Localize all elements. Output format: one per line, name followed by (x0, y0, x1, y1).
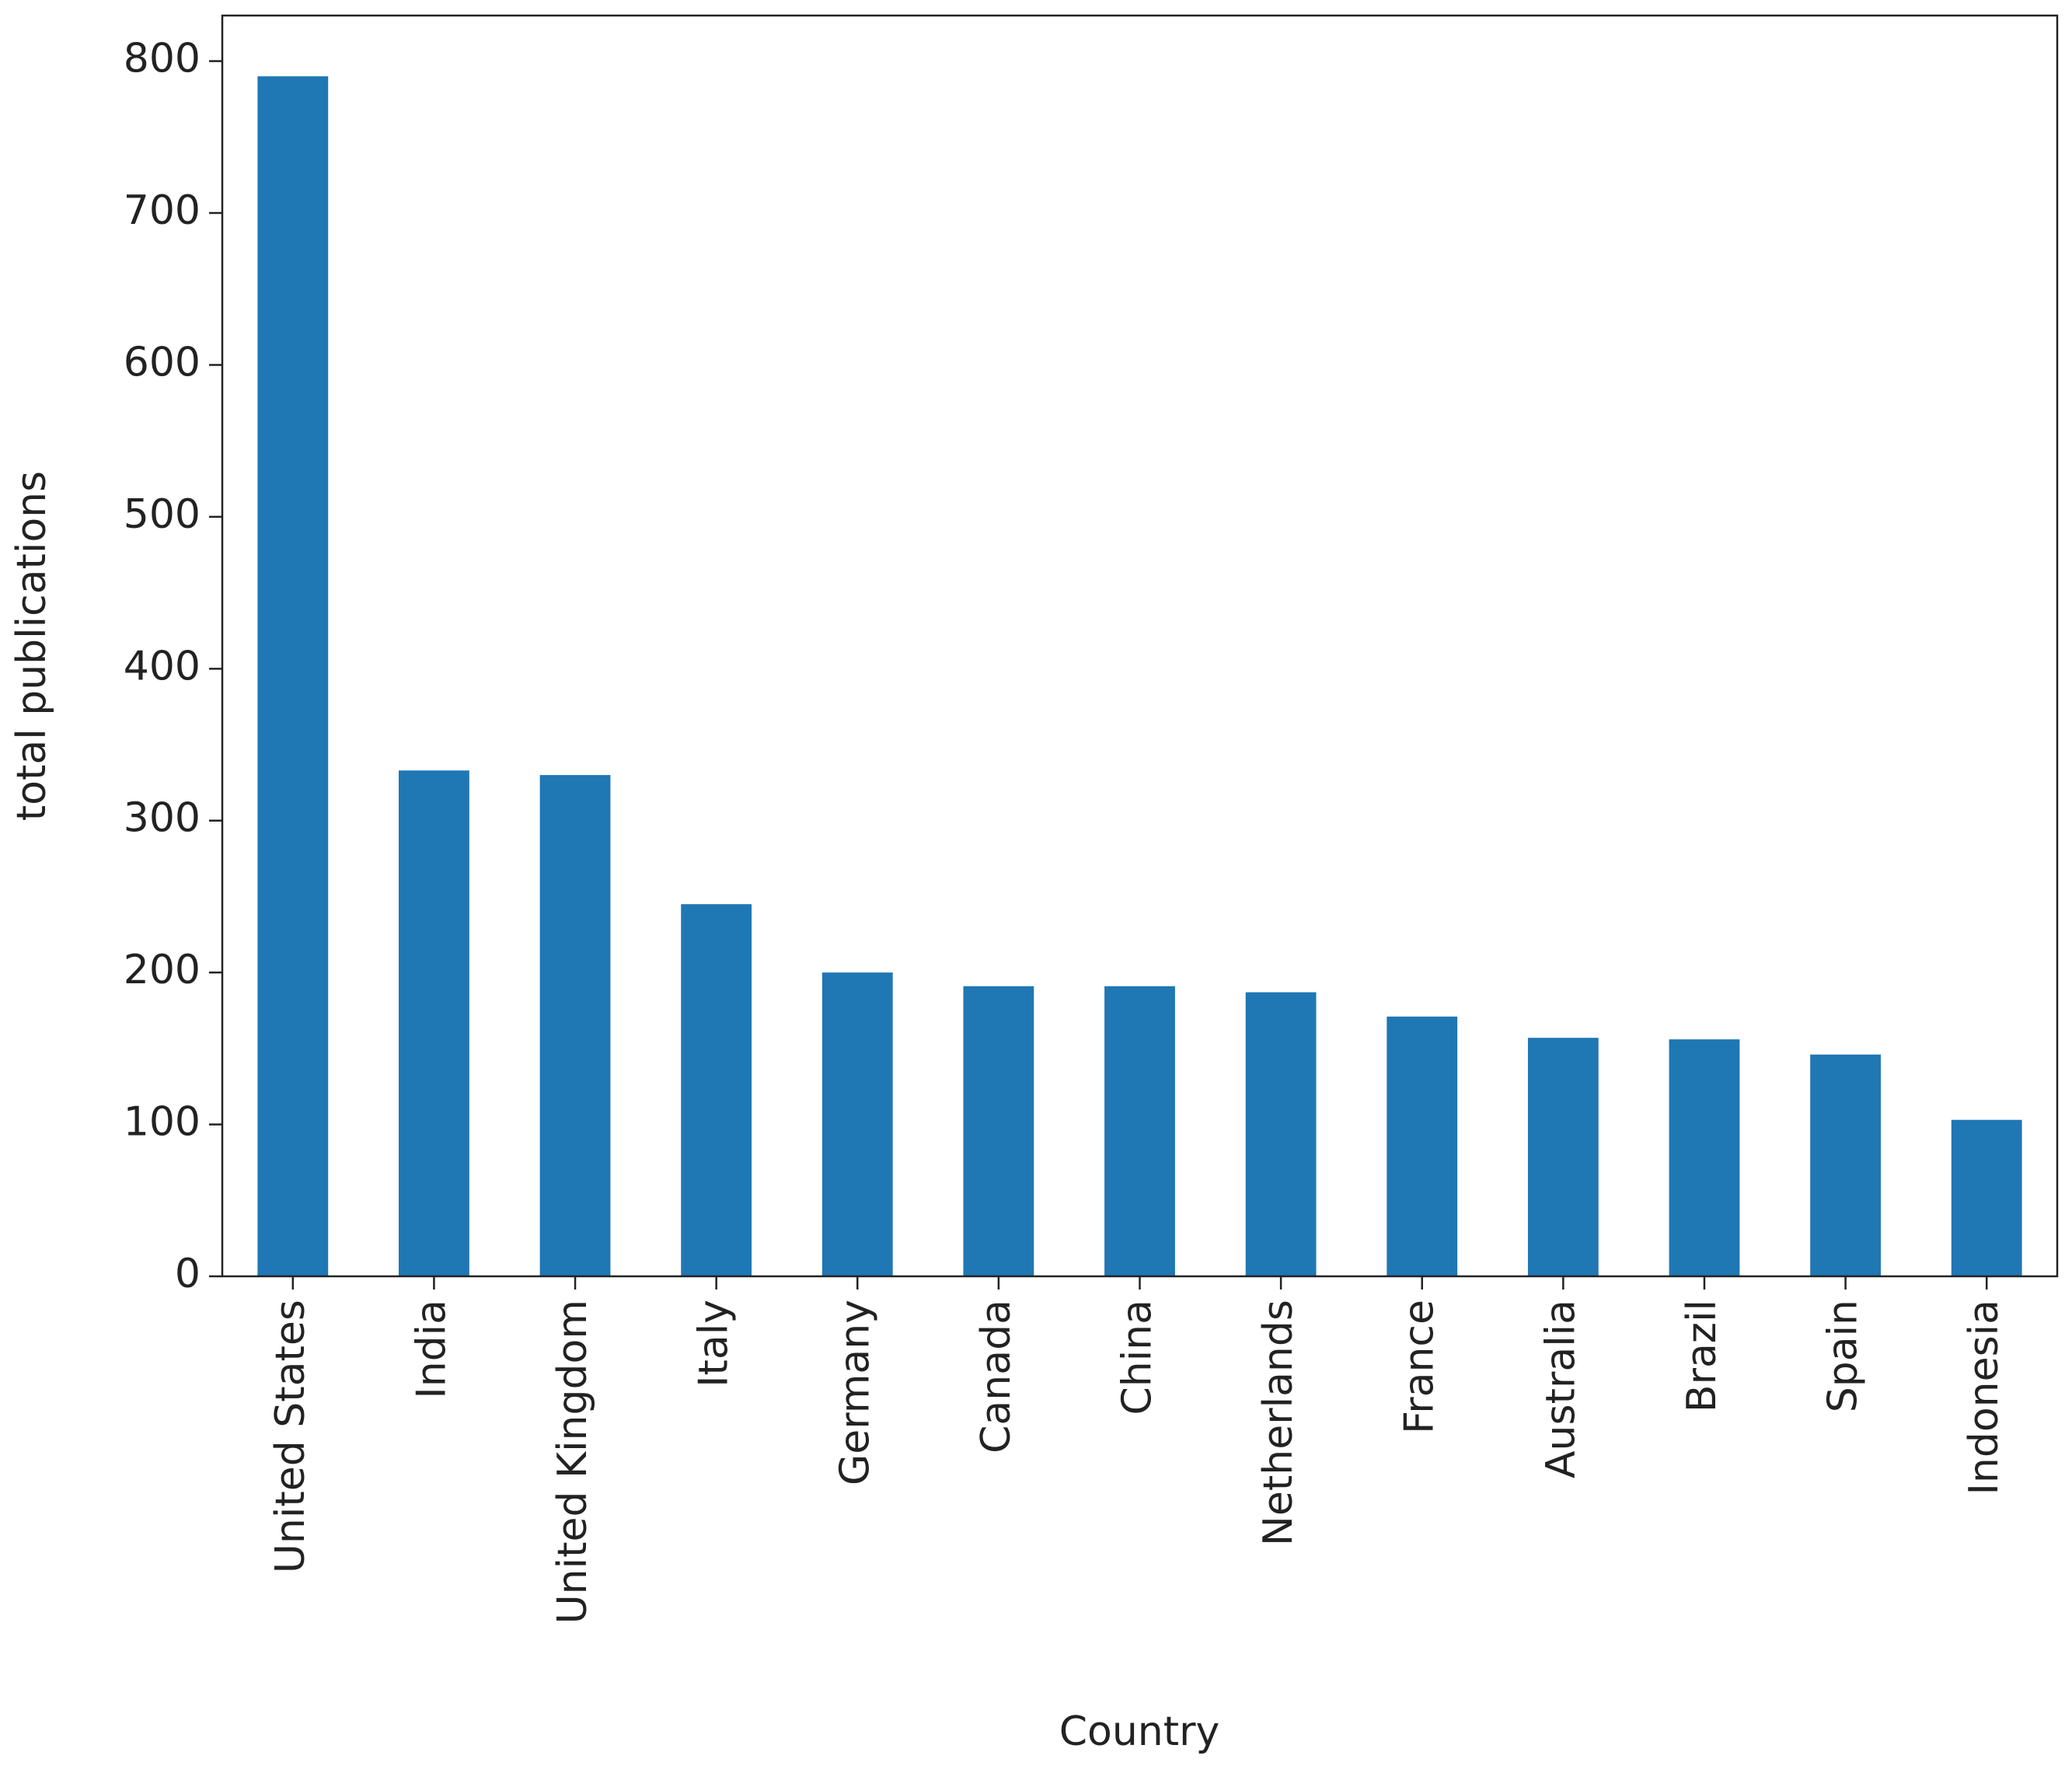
y-tick-label: 100 (124, 1099, 201, 1146)
x-tick-label: Netherlands (1255, 1300, 1302, 1546)
x-tick-label: Spain (1820, 1300, 1867, 1412)
bar (257, 76, 329, 1276)
x-tick-label: Germany (832, 1300, 878, 1485)
bar (539, 775, 611, 1276)
x-tick-label: France (1397, 1300, 1443, 1434)
y-tick-label: 600 (124, 339, 201, 386)
bar (1104, 986, 1175, 1276)
x-tick-label: United States (267, 1300, 314, 1573)
bar (1527, 1038, 1599, 1276)
x-tick-label: Italy (691, 1300, 738, 1387)
bar (821, 972, 893, 1276)
bar (1810, 1054, 1881, 1276)
x-tick-label: Australia (1537, 1300, 1584, 1478)
x-tick-label: Indonesia (1961, 1300, 2007, 1495)
y-tick-label: 400 (124, 643, 201, 689)
x-tick-label: Brazil (1679, 1300, 1725, 1412)
bar (681, 904, 752, 1276)
y-tick-label: 0 (175, 1251, 201, 1297)
bar (963, 986, 1034, 1276)
bar (1669, 1039, 1740, 1276)
bar (399, 770, 469, 1276)
bar (1951, 1119, 2022, 1276)
plot-frame (221, 14, 2059, 1278)
x-tick-label: India (408, 1300, 455, 1399)
y-tick-label: 300 (124, 795, 201, 842)
bar (1387, 1016, 1458, 1276)
x-axis-label: Country (1059, 1708, 1220, 1755)
y-tick-label: 800 (124, 36, 201, 82)
y-axis-label: total publications (9, 471, 55, 821)
y-tick-label: 700 (124, 187, 201, 234)
x-tick-label: United Kingdom (549, 1300, 596, 1624)
x-tick-label: Canada (973, 1300, 1020, 1454)
y-tick-label: 500 (124, 491, 201, 538)
y-tick-label: 200 (124, 947, 201, 993)
x-tick-label: China (1114, 1300, 1161, 1415)
bar (1245, 992, 1317, 1276)
